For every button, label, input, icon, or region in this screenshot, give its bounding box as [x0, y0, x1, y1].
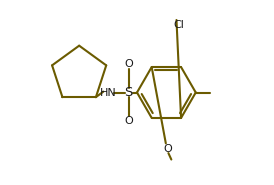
Text: S: S [125, 86, 133, 99]
Text: O: O [124, 116, 133, 126]
Text: HN: HN [100, 88, 117, 97]
Text: O: O [163, 144, 172, 154]
Text: Cl: Cl [174, 20, 185, 30]
Text: O: O [124, 59, 133, 69]
